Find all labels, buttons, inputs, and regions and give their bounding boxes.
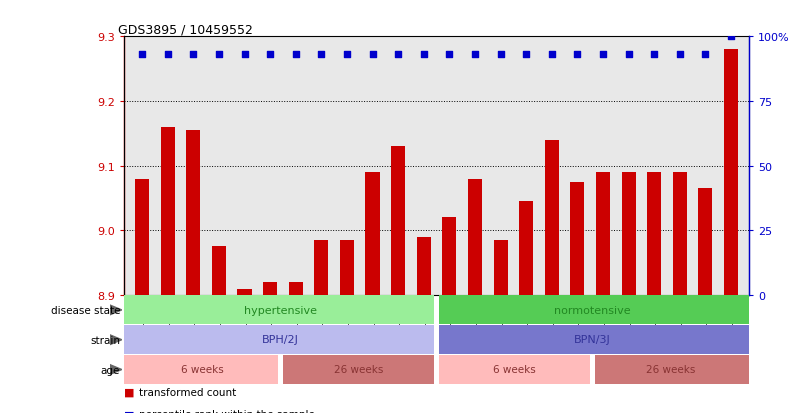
Point: [366, 52, 379, 59]
Bar: [314, 240, 328, 295]
Text: hypertensive: hypertensive: [244, 305, 317, 315]
Text: ■: ■: [124, 409, 135, 413]
Bar: [468, 179, 482, 295]
Bar: [135, 179, 149, 295]
Point: [648, 52, 661, 59]
Point: [238, 52, 251, 59]
Text: GDS3895 / 10459552: GDS3895 / 10459552: [118, 23, 253, 36]
Point: [392, 52, 405, 59]
Text: ■: ■: [124, 387, 135, 396]
Bar: [595, 355, 749, 384]
Text: disease state: disease state: [50, 305, 120, 315]
Text: 26 weeks: 26 weeks: [334, 364, 383, 374]
Bar: [288, 282, 303, 295]
Bar: [596, 173, 610, 295]
Bar: [417, 237, 431, 295]
Point: [571, 52, 584, 59]
Text: BPH/2J: BPH/2J: [262, 335, 299, 344]
Bar: [439, 325, 749, 354]
Bar: [283, 355, 434, 384]
Bar: [211, 247, 226, 295]
Bar: [237, 289, 252, 295]
Text: BPN/3J: BPN/3J: [574, 335, 611, 344]
Point: [699, 52, 712, 59]
Text: age: age: [101, 365, 120, 375]
Bar: [622, 173, 636, 295]
Point: [520, 52, 533, 59]
Point: [545, 52, 558, 59]
Point: [622, 52, 635, 59]
Point: [494, 52, 507, 59]
Point: [289, 52, 302, 59]
Point: [469, 52, 481, 59]
Text: transformed count: transformed count: [139, 387, 235, 396]
Text: percentile rank within the sample: percentile rank within the sample: [139, 409, 315, 413]
Bar: [570, 183, 585, 295]
Bar: [124, 325, 434, 354]
Text: normotensive: normotensive: [554, 305, 631, 315]
Bar: [161, 128, 175, 295]
Bar: [187, 131, 200, 295]
Text: 6 weeks: 6 weeks: [181, 364, 223, 374]
Point: [674, 52, 686, 59]
Bar: [391, 147, 405, 295]
Bar: [365, 173, 380, 295]
Bar: [439, 355, 590, 384]
Point: [135, 52, 148, 59]
Text: 6 weeks: 6 weeks: [493, 364, 536, 374]
Point: [187, 52, 199, 59]
Point: [443, 52, 456, 59]
Bar: [545, 140, 559, 295]
Bar: [647, 173, 662, 295]
Polygon shape: [110, 335, 122, 345]
Bar: [439, 295, 749, 324]
Polygon shape: [110, 305, 122, 315]
Point: [264, 52, 276, 59]
Point: [725, 34, 738, 40]
Point: [161, 52, 174, 59]
Bar: [673, 173, 686, 295]
Bar: [442, 218, 457, 295]
Point: [212, 52, 225, 59]
Bar: [698, 189, 712, 295]
Polygon shape: [110, 365, 122, 375]
Point: [315, 52, 328, 59]
Bar: [124, 295, 434, 324]
Bar: [493, 240, 508, 295]
Text: 26 weeks: 26 weeks: [646, 364, 695, 374]
Point: [417, 52, 430, 59]
Bar: [724, 50, 738, 295]
Bar: [124, 355, 278, 384]
Bar: [519, 202, 533, 295]
Bar: [263, 282, 277, 295]
Point: [597, 52, 610, 59]
Text: strain: strain: [91, 335, 120, 345]
Point: [340, 52, 353, 59]
Bar: [340, 240, 354, 295]
